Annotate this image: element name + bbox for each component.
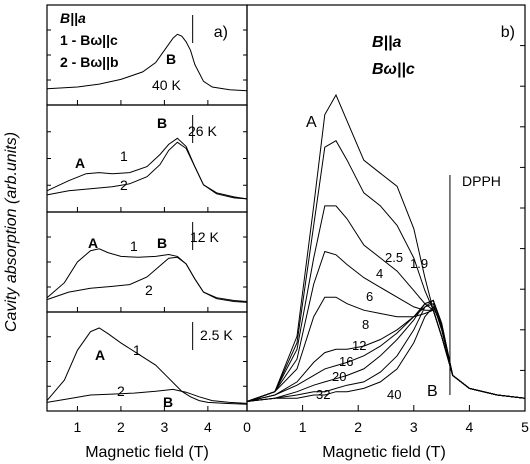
x-tick-label-b-4: 4 <box>466 419 474 435</box>
temp-label-b-32: 32 <box>316 387 330 402</box>
label-a-2.5K: A <box>95 347 105 363</box>
label-a-12K: A <box>88 235 98 251</box>
legend-a-line1: B||a <box>60 10 86 26</box>
series-line-a-40K-0 <box>46 33 248 92</box>
series-line-a-12K-2 <box>46 256 248 303</box>
label-2-26K: 2 <box>120 177 128 193</box>
temp-label-b-16: 16 <box>339 354 353 369</box>
label-b-26K: B <box>157 115 167 131</box>
label-2-2.5K: 2 <box>117 383 125 399</box>
series-line-b-12 <box>246 303 526 402</box>
x-tick-label-b-5: 5 <box>521 419 529 435</box>
panel-b-xlabel: Magnetic field (T) <box>322 444 446 461</box>
label-b-12K: B <box>157 235 167 251</box>
legend-a-line2: 1 - Bω||c <box>60 32 118 48</box>
dpph-label: DPPH <box>462 173 501 189</box>
temperature-12K: 12 K <box>190 229 219 245</box>
x-tick-label-a-1: 1 <box>74 419 82 435</box>
legend-b-line1: B||a <box>372 34 402 51</box>
series-line-a-2.5K-1 <box>46 327 248 405</box>
legend-b-line2: Bω||c <box>372 61 415 78</box>
x-tick-label-b-2: 2 <box>354 419 362 435</box>
x-tick-label-a-3: 3 <box>160 419 168 435</box>
x-tick-label-a-2: 2 <box>117 419 125 435</box>
x-tick-label-b-0: 0 <box>243 419 251 435</box>
peak-label-b-40K: B <box>166 51 176 67</box>
temp-label-b-4: 4 <box>376 266 383 281</box>
label-1-12K: 1 <box>130 238 138 254</box>
x-tick-label-b-3: 3 <box>410 419 418 435</box>
temperature-2.5K: 2.5 K <box>200 327 233 343</box>
temp-label-b-1_9: 1.9 <box>410 256 428 271</box>
x-tick-label-b-1: 1 <box>299 419 307 435</box>
legend-a-line3: 2 - Bω||b <box>60 54 119 70</box>
panel-b-label: b) <box>501 24 515 41</box>
panel-a-label: a) <box>214 24 228 41</box>
label-2-12K: 2 <box>145 282 153 298</box>
x-tick-label-a-4: 4 <box>204 419 212 435</box>
temp-label-b-6: 6 <box>366 289 373 304</box>
y-axis-label: Cavity absorption (arb.units) <box>3 132 20 332</box>
peak-label-a-b: A <box>306 114 317 131</box>
label-b-2.5K: B <box>163 394 173 410</box>
series-line-a-26K-2 <box>46 141 248 200</box>
temp-label-b-8: 8 <box>362 317 369 332</box>
temp-label-b-40: 40 <box>387 387 401 402</box>
series-line-a-2.5K-2 <box>46 388 248 404</box>
temp-label-b-2_5: 2.5 <box>385 250 403 265</box>
temperature-40K: 40 K <box>152 77 181 93</box>
temp-label-b-12: 12 <box>352 338 366 353</box>
label-1-2.5K: 1 <box>133 342 141 358</box>
label-a-26K: A <box>75 155 85 171</box>
series-line-b-6 <box>246 250 526 402</box>
series-line-b-40 <box>246 305 526 402</box>
series-line-b-1.9 <box>246 93 526 402</box>
label-1-26K: 1 <box>120 148 128 164</box>
panel-a-xlabel: Magnetic field (T) <box>85 444 209 461</box>
peak-label-b-b: B <box>427 383 438 400</box>
temp-label-b-20: 20 <box>332 369 346 384</box>
temperature-26K: 26 K <box>188 123 217 139</box>
series-line-b-8 <box>246 296 526 402</box>
